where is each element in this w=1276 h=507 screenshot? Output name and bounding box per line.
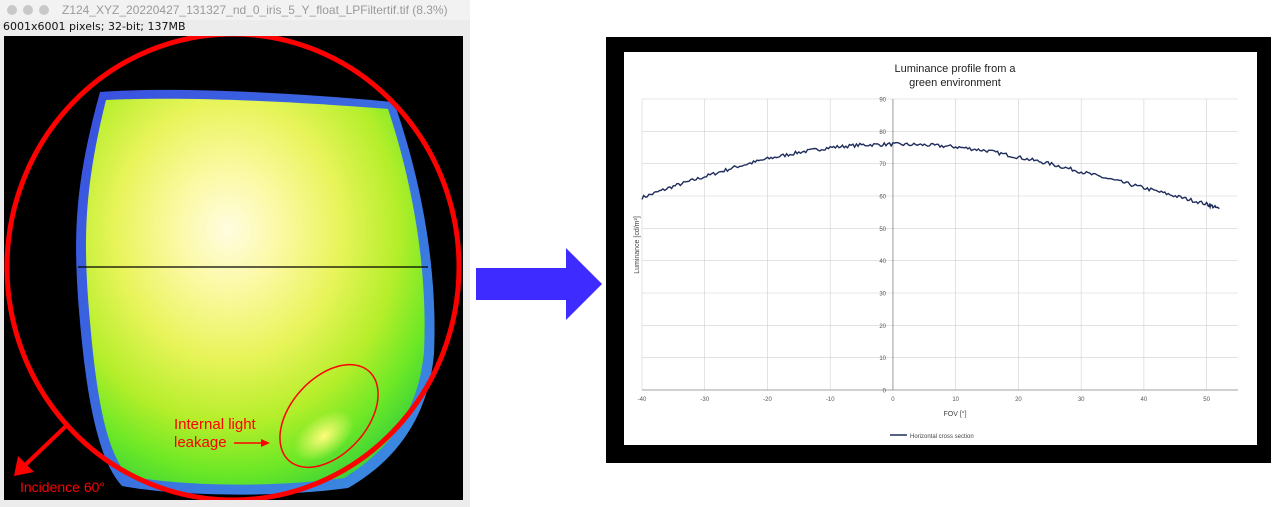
- y-tick-label: 60: [879, 195, 886, 201]
- x-tick-label: 50: [1203, 397, 1210, 403]
- leakage-highlight: [293, 410, 355, 462]
- series-line-horizontal-cross-section: [641, 141, 1220, 210]
- chart-grid: [641, 98, 1238, 391]
- luminance-field: [85, 98, 425, 485]
- x-tick-label: -20: [763, 397, 772, 403]
- y-tick-label: 20: [879, 324, 886, 330]
- chart-title-line1: Luminance profile from a: [894, 63, 1016, 75]
- x-tick-label: 40: [1141, 397, 1148, 403]
- x-tick-label: 30: [1078, 397, 1085, 403]
- incidence-arrow: [20, 424, 68, 470]
- legend-label: Horizontal cross section: [910, 434, 974, 440]
- image-info: 6001x6001 pixels; 32-bit; 137MB: [3, 20, 186, 33]
- chart-axis: [642, 99, 1238, 391]
- image-canvas[interactable]: Internal light leakage Incidence 60°: [4, 36, 463, 500]
- x-tick-label: 10: [952, 397, 959, 403]
- tick-labels: 0 10 20 30 40 50 60 70 80 90 -40 -30 -20 -10 0 10 20 30 40…: [638, 98, 1211, 404]
- leakage-label-line1: Internal light: [174, 416, 257, 433]
- arrow-right-icon: [476, 248, 602, 320]
- y-tick-label: 50: [879, 227, 886, 233]
- y-tick-label: 10: [879, 356, 886, 362]
- minimize-window-button[interactable]: [23, 5, 33, 15]
- close-window-button[interactable]: [7, 5, 17, 15]
- x-tick-label: 0: [891, 397, 895, 403]
- incidence-label: Incidence 60°: [20, 479, 105, 495]
- y-tick-label: 40: [879, 259, 886, 265]
- y-axis-label: Luminance [cd/m²]: [634, 216, 641, 274]
- luminance-image: Internal light leakage Incidence 60°: [4, 36, 462, 500]
- chart-panel: 0 10 20 30 40 50 60 70 80 90 -40 -30 -20 -10 0 10 20 30 40…: [624, 52, 1257, 445]
- window-title: Z124_XYZ_20220427_131327_nd_0_iris_5_Y_f…: [62, 3, 448, 17]
- x-axis-label: FOV [°]: [943, 410, 966, 418]
- luminance-chart: 0 10 20 30 40 50 60 70 80 90 -40 -30 -20 -10 0 10 20 30 40…: [634, 63, 1238, 440]
- y-tick-label: 0: [883, 389, 887, 395]
- y-tick-label: 30: [879, 292, 886, 298]
- leakage-label-line2: leakage: [174, 434, 227, 451]
- y-tick-label: 70: [879, 162, 886, 168]
- leakage-pointer-head: [261, 439, 270, 447]
- y-tick-label: 80: [879, 130, 886, 136]
- x-tick-label: -40: [638, 397, 647, 403]
- x-tick-label: -30: [700, 397, 709, 403]
- chart-title-line2: green environment: [909, 77, 1001, 89]
- x-tick-label: -10: [826, 397, 835, 403]
- x-tick-label: 20: [1015, 397, 1022, 403]
- incidence-arrow-head: [14, 456, 34, 476]
- zoom-window-button[interactable]: [39, 5, 49, 15]
- leakage-ellipse: [279, 363, 379, 469]
- window-titlebar: Z124_XYZ_20220427_131327_nd_0_iris_5_Y_f…: [0, 0, 470, 20]
- y-tick-label: 90: [879, 98, 886, 104]
- image-window: Z124_XYZ_20220427_131327_nd_0_iris_5_Y_f…: [0, 0, 470, 507]
- fov-circle: [4, 36, 462, 500]
